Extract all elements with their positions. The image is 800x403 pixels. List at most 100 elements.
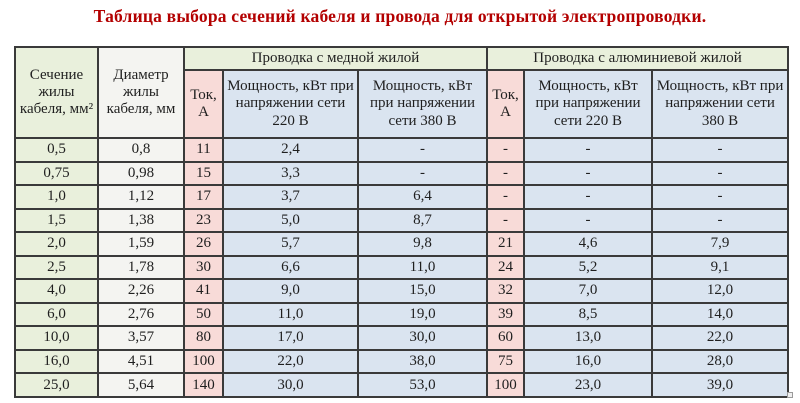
table-cell: 100 bbox=[183, 348, 224, 375]
table-row: 1,0 1,12 17 3,7 6,4- - - bbox=[14, 184, 790, 210]
table-cell: 7,0 bbox=[523, 278, 654, 304]
table-cell: 60 bbox=[486, 325, 526, 351]
table-cell: 1,12 bbox=[97, 184, 185, 210]
table-cell: 11,0 bbox=[222, 301, 359, 328]
table-cell: 6,4 bbox=[356, 184, 489, 210]
table-cell: - bbox=[523, 184, 654, 210]
header-group-copper: Проводка с медной жилой bbox=[182, 46, 489, 71]
table-cell: 24 bbox=[486, 254, 526, 281]
table-cell: 8,5 bbox=[523, 301, 654, 328]
cable-selection-table: Сечение жилы кабеля, мм² Диаметр жилы ка… bbox=[14, 46, 790, 398]
table-cell: 32 bbox=[486, 278, 526, 304]
table-cell: 30 bbox=[183, 254, 224, 281]
table-cell: 21 bbox=[486, 231, 526, 257]
table-cell: 2,5 bbox=[14, 254, 99, 281]
table-cell: 10,0 bbox=[14, 325, 99, 351]
table-cell: 11 bbox=[183, 137, 224, 163]
table-row: 0,5 0,8 11 2,4- - - - bbox=[14, 137, 790, 163]
resize-handle-square bbox=[787, 392, 793, 398]
table-cell: 53,0 bbox=[356, 372, 489, 398]
header-group-row: Сечение жилы кабеля, мм² Диаметр жилы ка… bbox=[14, 46, 790, 139]
table-row: 1,5 1,38 23 5,0 8,7- - - bbox=[14, 207, 790, 234]
table-cell: 3,3 bbox=[222, 160, 359, 187]
table-row: 2,5 1,78 30 6,6 11,0 24 5,2 9,1 bbox=[14, 254, 790, 281]
table-cell: 28,0 bbox=[651, 348, 790, 375]
table-cell: 8,7 bbox=[356, 207, 489, 234]
table-cell: 13,0 bbox=[523, 325, 654, 351]
header-cell-aluminum-power-220: Мощность, кВт при напряжении сети 220 В bbox=[523, 69, 654, 139]
table-cell: 11,0 bbox=[356, 254, 489, 281]
table-cell: 3,57 bbox=[97, 325, 185, 351]
table-cell: 4,6 bbox=[523, 231, 654, 257]
table-cell: 5,0 bbox=[222, 207, 359, 234]
table-header: Сечение жилы кабеля, мм² Диаметр жилы ка… bbox=[14, 46, 790, 139]
table-row: 6,0 2,76 50 11,0 19,0 39 8,5 14,0 bbox=[14, 301, 790, 328]
table-cell: 7,9 bbox=[651, 231, 790, 257]
table-cell: - bbox=[356, 137, 489, 163]
table-cell: 22,0 bbox=[651, 325, 790, 351]
table-cell: 39 bbox=[486, 301, 526, 328]
table-row: 25,0 5,64 140 30,0 53,0 100 23,0 39,0 bbox=[14, 372, 790, 398]
table-cell: 16,0 bbox=[523, 348, 654, 375]
table-row: 4,0 2,26 41 9,0 15,0 32 7,0 12,0 bbox=[14, 278, 790, 304]
table-cell: - bbox=[651, 207, 790, 234]
table-cell: 39,0 bbox=[651, 372, 790, 398]
table-cell: 0,5 bbox=[14, 137, 99, 163]
table-cell: 0,98 bbox=[97, 160, 185, 187]
table-cell: 30,0 bbox=[222, 372, 359, 398]
table-cell: - bbox=[356, 160, 489, 187]
header-cell-section: Сечение жилы кабеля, мм² bbox=[14, 46, 99, 139]
table-cell: 2,76 bbox=[97, 301, 185, 328]
table-cell: - bbox=[651, 137, 790, 163]
table-body: 0,5 0,8 11 2,4- - - -0,75 0,98 15 3,3- - - -1,0 1,12 1… bbox=[14, 137, 790, 398]
table-cell: 9,8 bbox=[356, 231, 489, 257]
table-cell: 16,0 bbox=[14, 348, 99, 375]
table-cell: 41 bbox=[183, 278, 224, 304]
table-cell: 1,78 bbox=[97, 254, 185, 281]
table-cell: 12,0 bbox=[651, 278, 790, 304]
table-cell: 5,7 bbox=[222, 231, 359, 257]
table-cell: 22,0 bbox=[222, 348, 359, 375]
table-cell: 4,0 bbox=[14, 278, 99, 304]
table-cell: 17,0 bbox=[222, 325, 359, 351]
table-cell: 140 bbox=[183, 372, 224, 398]
header-cell-copper-current: Ток, А bbox=[183, 69, 224, 139]
table-cell: - bbox=[486, 137, 526, 163]
header-cell-aluminum-current: Ток, А bbox=[486, 69, 526, 139]
table-cell: 30,0 bbox=[356, 325, 489, 351]
table-cell: 3,7 bbox=[222, 184, 359, 210]
table-cell: 100 bbox=[486, 372, 526, 398]
table-cell: 1,0 bbox=[14, 184, 99, 210]
table-cell: 5,2 bbox=[523, 254, 654, 281]
table-cell: 1,5 bbox=[14, 207, 99, 234]
table-cell: - bbox=[523, 160, 654, 187]
table-row: 2,0 1,59 26 5,7 9,8 21 4,6 7,9 bbox=[14, 231, 790, 257]
header-cell-copper-power-380: Мощность, кВт при напряжении сети 380 В bbox=[356, 69, 489, 139]
header-cell-diameter: Диаметр жилы кабеля, мм bbox=[97, 46, 185, 139]
table-cell: 38,0 bbox=[356, 348, 489, 375]
table-cell: - bbox=[651, 184, 790, 210]
table-cell: 6,6 bbox=[222, 254, 359, 281]
table-cell: 2,26 bbox=[97, 278, 185, 304]
table-cell: - bbox=[651, 160, 790, 187]
table-cell: - bbox=[486, 160, 526, 187]
table-cell: 14,0 bbox=[651, 301, 790, 328]
table-cell: - bbox=[486, 207, 526, 234]
table-cell: 9,1 bbox=[651, 254, 790, 281]
table-cell: 75 bbox=[486, 348, 526, 375]
table-cell: 25,0 bbox=[14, 372, 99, 398]
table-cell: 1,59 bbox=[97, 231, 185, 257]
table-cell: 6,0 bbox=[14, 301, 99, 328]
header-cell-copper-power-220: Мощность, кВт при напряжении сети 220 В bbox=[222, 69, 359, 139]
header-group-aluminum: Проводка с алюминиевой жилой bbox=[486, 46, 790, 71]
table-cell: - bbox=[523, 137, 654, 163]
page-title: Таблица выбора сечений кабеля и провода … bbox=[93, 6, 707, 26]
table-cell: 2,4 bbox=[222, 137, 359, 163]
table-cell: 80 bbox=[183, 325, 224, 351]
table-cell: 0,75 bbox=[14, 160, 99, 187]
table-cell: 9,0 bbox=[222, 278, 359, 304]
table-cell: 4,51 bbox=[97, 348, 185, 375]
table-cell: 2,0 bbox=[14, 231, 99, 257]
table-cell: 50 bbox=[183, 301, 224, 328]
